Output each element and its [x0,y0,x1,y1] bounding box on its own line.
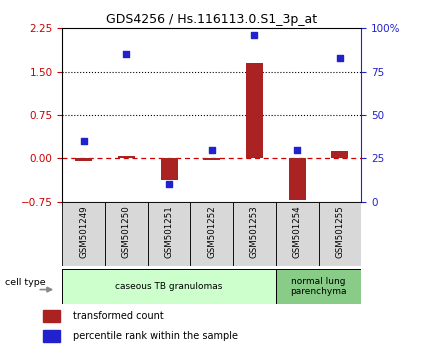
Point [294,147,301,153]
Bar [246,63,263,159]
Bar [148,202,190,266]
Text: GSM501252: GSM501252 [207,205,216,258]
Bar [331,152,348,159]
Point [251,33,258,38]
Bar [190,202,233,266]
Point [166,182,172,187]
Text: transformed count: transformed count [73,310,164,321]
Point [336,55,343,61]
Text: percentile rank within the sample: percentile rank within the sample [73,331,238,341]
Bar [276,202,319,266]
Bar [160,159,178,181]
Bar [319,202,361,266]
Bar [75,159,92,161]
Text: GSM501255: GSM501255 [335,205,344,258]
Bar [105,202,148,266]
Text: GSM501253: GSM501253 [250,205,259,258]
Text: GSM501251: GSM501251 [165,205,174,258]
Text: GSM501254: GSM501254 [293,205,302,258]
Bar [203,159,220,160]
Text: caseous TB granulomas: caseous TB granulomas [115,282,223,291]
Bar [289,159,306,200]
Bar [62,269,276,304]
Bar [233,202,276,266]
Bar [118,155,135,159]
Text: GSM501249: GSM501249 [79,205,88,258]
Bar [43,330,60,342]
Bar [62,202,105,266]
Point [208,147,215,153]
Title: GDS4256 / Hs.116113.0.S1_3p_at: GDS4256 / Hs.116113.0.S1_3p_at [106,13,317,26]
Point [80,138,87,144]
Bar [276,269,361,304]
Bar [43,310,60,321]
Point [123,52,130,57]
Text: normal lung
parenchyma: normal lung parenchyma [290,277,347,296]
Text: cell type: cell type [5,278,46,287]
Text: GSM501250: GSM501250 [122,205,131,258]
